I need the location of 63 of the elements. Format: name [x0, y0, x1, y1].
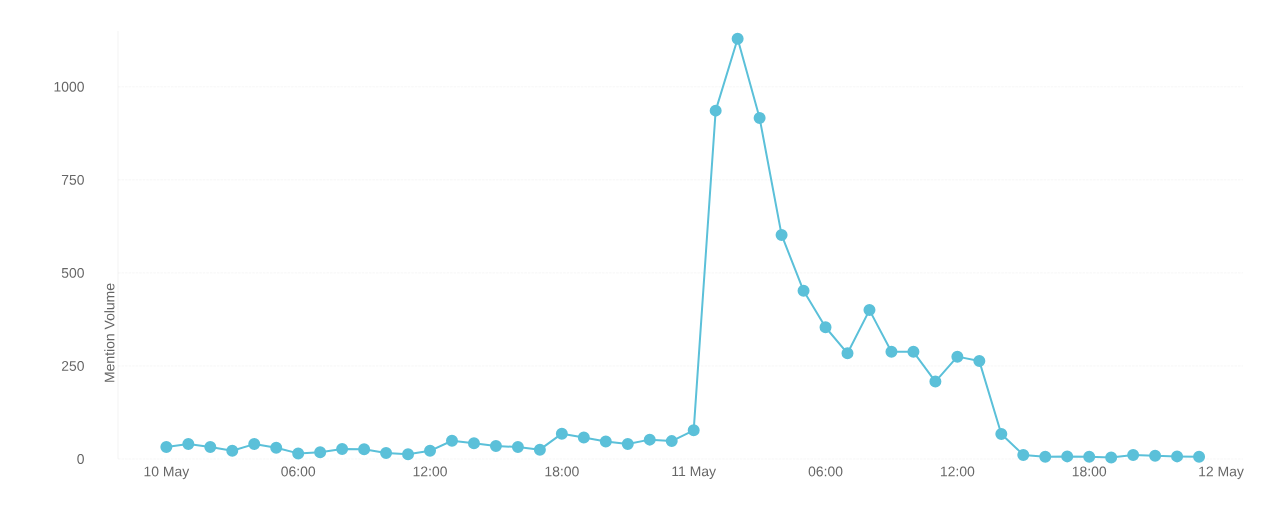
point [577, 431, 590, 444]
point [1193, 450, 1206, 463]
y-tick-label: 750 [61, 174, 84, 185]
point [533, 443, 546, 456]
x-tick-label: 10 May [144, 466, 190, 480]
x-tick-label: 12 May [1199, 466, 1244, 480]
x-tick-label: 06:00 [808, 466, 843, 477]
point [358, 443, 371, 456]
x-tick-label: 18:00 [545, 466, 579, 477]
x-tick-label: 12:00 [413, 466, 447, 477]
point [1149, 449, 1162, 462]
point [292, 447, 305, 460]
point [160, 441, 173, 454]
point [841, 347, 854, 360]
point [797, 284, 810, 297]
point [1171, 450, 1184, 463]
y-tick-label: 1000 [54, 81, 84, 92]
point [424, 444, 437, 457]
point [599, 435, 612, 448]
point [204, 441, 217, 454]
point [1083, 450, 1096, 463]
point [665, 435, 678, 448]
point [1127, 448, 1140, 461]
point [1105, 451, 1118, 464]
point [511, 441, 524, 454]
point [1017, 448, 1030, 461]
point [643, 433, 656, 446]
x-tick-label: 11 May [672, 466, 717, 479]
y-axis-title: Mention Volume [104, 283, 115, 382]
point [775, 228, 788, 241]
point [489, 439, 502, 452]
point [402, 448, 415, 461]
point [687, 424, 700, 437]
point [270, 441, 283, 454]
point [885, 345, 898, 358]
point [731, 32, 744, 45]
point [995, 428, 1008, 441]
point [973, 355, 986, 368]
point [314, 446, 327, 459]
point [336, 442, 349, 455]
point [1061, 450, 1074, 463]
point [621, 438, 634, 451]
point [753, 112, 766, 125]
point [182, 438, 195, 451]
point [1039, 450, 1052, 463]
point [446, 434, 458, 447]
point [929, 375, 942, 388]
x-tick-label: 18:00 [1072, 466, 1107, 477]
x-tick-label: 12:00 [940, 466, 975, 477]
x-tick-label: 06:00 [281, 466, 316, 477]
y-tick-label: 500 [61, 267, 84, 278]
point [248, 438, 261, 451]
point [380, 447, 393, 460]
point [226, 444, 239, 457]
y-tick-label: 0 [77, 454, 84, 464]
point [863, 304, 876, 317]
point [467, 437, 480, 450]
point [819, 321, 832, 334]
point [555, 427, 568, 440]
point [709, 104, 722, 117]
point [951, 350, 964, 363]
point [907, 345, 920, 358]
y-tick-label: 250 [61, 360, 84, 371]
